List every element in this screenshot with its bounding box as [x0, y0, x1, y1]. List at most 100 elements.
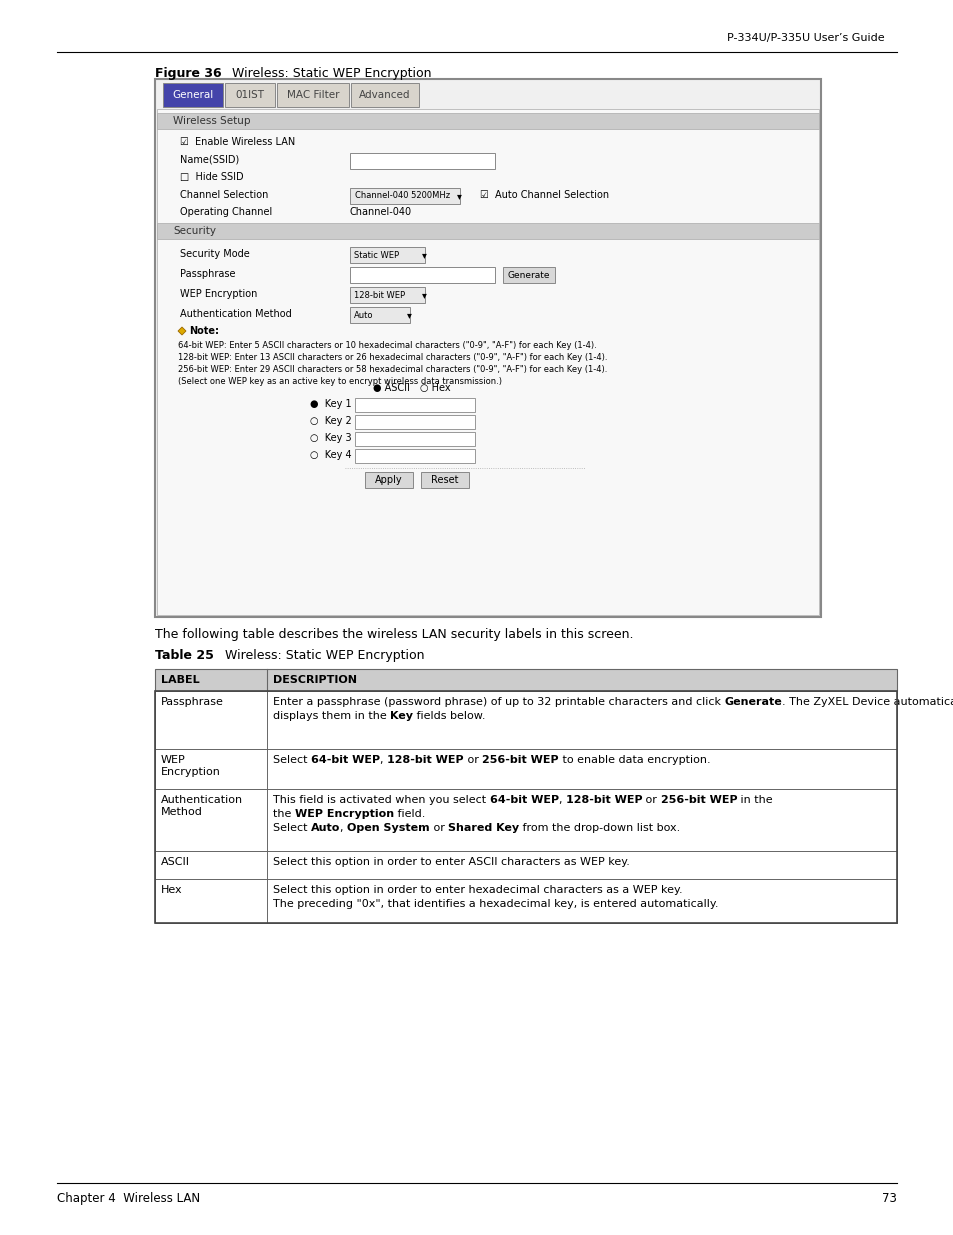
Bar — [154, 79, 821, 618]
Text: ,: , — [340, 823, 347, 832]
Text: 128-bit WEP: 128-bit WEP — [354, 290, 405, 300]
Text: The following table describes the wireless LAN security labels in this screen.: The following table describes the wirele… — [154, 629, 633, 641]
Bar — [502, 267, 555, 283]
Text: ,: , — [558, 795, 565, 805]
Bar — [276, 83, 349, 107]
Text: Table 25: Table 25 — [154, 650, 213, 662]
Bar — [355, 450, 475, 463]
Text: field.: field. — [394, 809, 425, 819]
Bar — [350, 188, 459, 204]
Text: ▾: ▾ — [407, 310, 412, 320]
Bar — [350, 247, 424, 263]
Text: Passphrase: Passphrase — [161, 697, 224, 706]
Text: fields below.: fields below. — [413, 711, 485, 721]
Text: MAC Filter: MAC Filter — [287, 90, 339, 100]
Text: LABEL: LABEL — [161, 676, 199, 685]
Text: Authentication Method: Authentication Method — [180, 309, 292, 319]
Text: Passphrase: Passphrase — [180, 269, 235, 279]
Bar — [154, 851, 896, 879]
Bar — [154, 789, 896, 851]
Text: Shared Key: Shared Key — [448, 823, 519, 832]
Text: Channel-040: Channel-040 — [350, 207, 412, 217]
Text: Open System: Open System — [347, 823, 430, 832]
Bar — [350, 153, 495, 169]
Bar — [355, 398, 475, 412]
Text: 73: 73 — [882, 1192, 896, 1205]
Bar — [163, 83, 223, 107]
Text: ●  Key 1: ● Key 1 — [310, 399, 352, 409]
Text: Auto: Auto — [354, 310, 374, 320]
Text: from the drop-down list box.: from the drop-down list box. — [519, 823, 680, 832]
Text: ▾: ▾ — [456, 191, 461, 201]
Bar — [154, 692, 896, 748]
Text: Generate: Generate — [507, 270, 550, 279]
Text: 01IST: 01IST — [235, 90, 264, 100]
Text: Channel-040 5200MHz: Channel-040 5200MHz — [355, 191, 450, 200]
Text: or: or — [463, 755, 481, 764]
Text: ○  Key 3: ○ Key 3 — [310, 433, 352, 443]
Text: 64-bit WEP: Enter 5 ASCII characters or 10 hexadecimal characters ("0-9", "A-F"): 64-bit WEP: Enter 5 ASCII characters or … — [178, 341, 597, 350]
Text: 256-bit WEP: Enter 29 ASCII characters or 58 hexadecimal characters ("0-9", "A-F: 256-bit WEP: Enter 29 ASCII characters o… — [178, 366, 607, 374]
Text: ☑  Auto Channel Selection: ☑ Auto Channel Selection — [479, 190, 608, 200]
Bar — [350, 308, 410, 324]
Text: Advanced: Advanced — [359, 90, 411, 100]
Text: This field is activated when you select: This field is activated when you select — [273, 795, 489, 805]
Text: Authentication
Method: Authentication Method — [161, 795, 243, 816]
Text: Figure 36: Figure 36 — [154, 67, 221, 80]
Text: the: the — [273, 809, 294, 819]
Text: DESCRIPTION: DESCRIPTION — [273, 676, 356, 685]
Bar — [355, 415, 475, 429]
Bar — [225, 83, 274, 107]
Text: P-334U/P-335U User’s Guide: P-334U/P-335U User’s Guide — [726, 33, 884, 43]
Text: WEP
Encryption: WEP Encryption — [161, 755, 221, 777]
Text: or: or — [430, 823, 448, 832]
Text: Reset: Reset — [431, 475, 458, 485]
Text: displays them in the: displays them in the — [273, 711, 390, 721]
Text: WEP Encryption: WEP Encryption — [180, 289, 257, 299]
Text: ▾: ▾ — [421, 249, 426, 261]
Text: Chapter 4  Wireless LAN: Chapter 4 Wireless LAN — [57, 1192, 200, 1205]
Text: (Select one WEP key as an active key to encrypt wireless data transmission.): (Select one WEP key as an active key to … — [178, 377, 501, 387]
Text: 256-bit WEP: 256-bit WEP — [481, 755, 558, 764]
Text: 128-bit WEP: Enter 13 ASCII characters or 26 hexadecimal characters ("0-9", "A-F: 128-bit WEP: Enter 13 ASCII characters o… — [178, 353, 607, 362]
Text: Wireless: Static WEP Encryption: Wireless: Static WEP Encryption — [220, 67, 431, 80]
Text: Enter a passphrase (password phrase) of up to 32 printable characters and click: Enter a passphrase (password phrase) of … — [273, 697, 723, 706]
Text: 256-bit WEP: 256-bit WEP — [660, 795, 737, 805]
Text: ,: , — [379, 755, 387, 764]
Text: General: General — [172, 90, 213, 100]
Text: Hex: Hex — [161, 885, 182, 895]
Text: Note:: Note: — [189, 326, 219, 336]
Bar — [365, 472, 413, 488]
Text: Select this option in order to enter hexadecimal characters as a WEP key.: Select this option in order to enter hex… — [273, 885, 682, 895]
Bar — [351, 83, 418, 107]
Text: Channel Selection: Channel Selection — [180, 190, 268, 200]
Text: ASCII: ASCII — [161, 857, 190, 867]
Text: Wireless: Static WEP Encryption: Wireless: Static WEP Encryption — [213, 650, 424, 662]
Bar — [157, 109, 818, 615]
Bar — [350, 287, 424, 303]
Text: WEP Encryption: WEP Encryption — [294, 809, 394, 819]
Text: Select: Select — [273, 823, 311, 832]
Text: ☑  Enable Wireless LAN: ☑ Enable Wireless LAN — [180, 137, 294, 147]
Bar — [154, 692, 896, 923]
Text: Operating Channel: Operating Channel — [180, 207, 272, 217]
Text: 64-bit WEP: 64-bit WEP — [311, 755, 379, 764]
Text: Key: Key — [390, 711, 413, 721]
Text: Security: Security — [172, 226, 215, 236]
Text: Apply: Apply — [375, 475, 402, 485]
Text: or: or — [641, 795, 660, 805]
Text: 128-bit WEP: 128-bit WEP — [565, 795, 641, 805]
Text: ○  Key 2: ○ Key 2 — [310, 416, 352, 426]
Text: 64-bit WEP: 64-bit WEP — [489, 795, 558, 805]
Text: Auto: Auto — [311, 823, 340, 832]
Text: Security Mode: Security Mode — [180, 249, 250, 259]
Text: Select this option in order to enter ASCII characters as WEP key.: Select this option in order to enter ASC… — [273, 857, 629, 867]
Bar — [154, 748, 896, 789]
Bar — [355, 432, 475, 446]
Text: Select: Select — [273, 755, 311, 764]
Text: The preceding "0x", that identifies a hexadecimal key, is entered automatically.: The preceding "0x", that identifies a he… — [273, 899, 718, 909]
Bar — [350, 267, 495, 283]
Text: ● ASCII: ● ASCII — [373, 383, 410, 393]
Polygon shape — [178, 327, 186, 335]
Text: □  Hide SSID: □ Hide SSID — [180, 172, 243, 182]
